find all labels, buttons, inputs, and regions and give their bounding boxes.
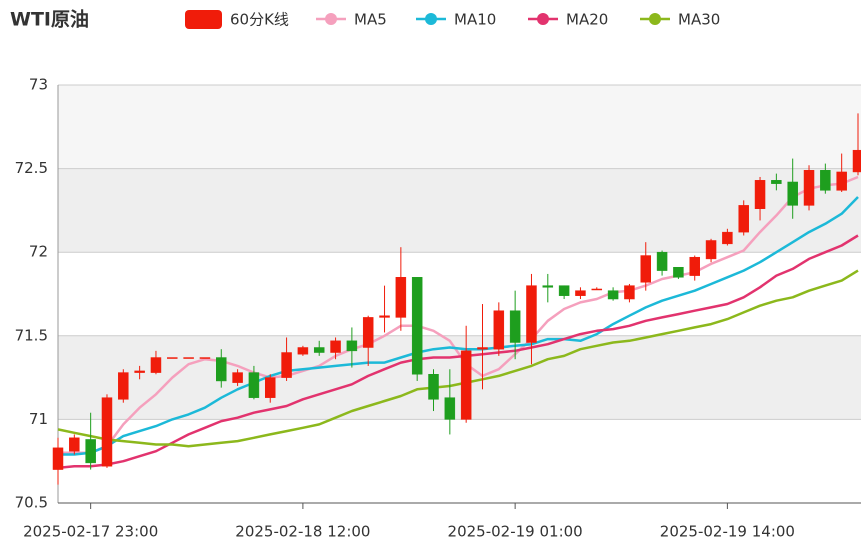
candle-body <box>754 180 766 209</box>
legend-label[interactable]: 60分K线 <box>230 11 289 29</box>
ma-line <box>57 269 859 448</box>
candle-body <box>85 439 96 464</box>
candle-body <box>820 170 831 191</box>
candle-body <box>362 317 374 348</box>
y-tick-label: 72.5 <box>15 159 48 177</box>
y-tick-label: 72 <box>29 243 48 261</box>
legend-label[interactable]: MA20 <box>566 11 608 29</box>
split-area <box>58 85 861 169</box>
legend-icon <box>537 13 549 25</box>
ma-line <box>58 196 859 456</box>
legend-label[interactable]: MA10 <box>454 11 496 29</box>
candle-body <box>509 310 521 343</box>
legend-icon <box>185 10 222 29</box>
candle-body <box>705 240 717 260</box>
candle-body <box>656 251 668 271</box>
legend-label[interactable]: MA5 <box>354 11 387 29</box>
ma-line <box>58 175 859 455</box>
legend-label[interactable]: MA30 <box>678 11 720 29</box>
candle-body <box>836 171 847 191</box>
candle-body <box>52 447 64 470</box>
candle-body <box>787 181 798 206</box>
candle-body <box>771 180 782 184</box>
candle-body <box>477 347 488 350</box>
candle-body <box>493 310 505 350</box>
candle-body <box>411 277 423 375</box>
candle-body <box>313 347 325 353</box>
split-area <box>58 252 861 336</box>
candle-body <box>640 255 652 283</box>
legend-icon <box>649 13 661 25</box>
y-tick-label: 73 <box>29 76 48 94</box>
legend-icon <box>325 13 337 25</box>
legend-icon <box>425 13 437 25</box>
candle-body <box>542 285 554 288</box>
candle-body <box>526 285 537 343</box>
y-tick-label: 70.5 <box>15 494 48 512</box>
candle-body <box>460 350 472 420</box>
candle-body <box>134 370 145 373</box>
candle-body <box>216 357 227 382</box>
candle-body <box>738 205 749 233</box>
x-tick-label: 2025-02-19 14:00 <box>660 523 795 541</box>
candle-body <box>689 256 700 276</box>
candle-body <box>297 347 309 355</box>
candle-body <box>199 357 211 359</box>
candle-body <box>101 397 113 467</box>
candle-body <box>428 374 439 400</box>
candle-body <box>444 397 456 420</box>
candle-body <box>232 372 243 383</box>
candle-body <box>264 377 276 398</box>
x-tick-label: 2025-02-19 01:00 <box>448 523 583 541</box>
candle-body <box>167 357 178 359</box>
candle-body <box>852 149 861 173</box>
candle-body <box>346 340 358 352</box>
candle-body <box>150 357 162 373</box>
candle-body <box>69 437 80 452</box>
y-tick-label: 71.5 <box>15 326 48 344</box>
split-area <box>58 419 861 503</box>
candle-body <box>183 357 194 359</box>
candle-body <box>673 266 684 278</box>
candle-body <box>591 288 603 291</box>
candle-body <box>558 285 570 296</box>
candle-body <box>722 231 733 245</box>
ma-line <box>57 234 859 470</box>
candle-body <box>118 372 129 400</box>
candle-body <box>624 285 635 300</box>
y-tick-label: 71 <box>29 410 48 428</box>
chart-title: WTI原油 <box>10 9 89 31</box>
x-tick-label: 2025-02-18 12:00 <box>235 523 370 541</box>
candle-body <box>330 340 341 353</box>
candle-body <box>803 170 815 206</box>
x-tick-label: 2025-02-17 23:00 <box>23 523 158 541</box>
candle-body <box>248 372 260 398</box>
candle-body <box>575 290 586 296</box>
candle-body <box>379 315 390 318</box>
candle-body <box>395 277 407 318</box>
candle-body <box>607 290 619 300</box>
candle-body <box>281 352 292 378</box>
